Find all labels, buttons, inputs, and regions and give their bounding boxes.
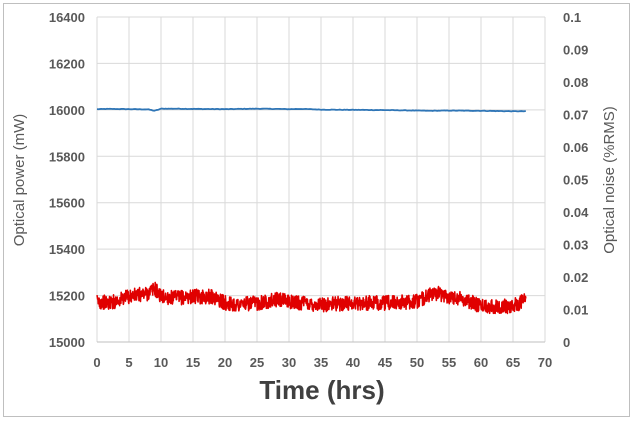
optical-power-series (96, 107, 526, 113)
x-tick-label: 35 (314, 355, 328, 370)
y-right-tick-labels: 0 0.01 0.02 0.03 0.04 0.05 0.06 0.07 0.08 0.09 0.1 (563, 10, 589, 350)
y-right-tick-label: 0.02 (563, 270, 588, 285)
x-tick-label: 5 (125, 355, 132, 370)
y-left-axis-title: Optical power (mW) (11, 114, 28, 247)
y-left-tick-label: 15400 (49, 242, 85, 257)
y-right-tick-label: 0.08 (563, 75, 588, 90)
x-tick-label: 20 (218, 355, 232, 370)
x-tick-labels: 0 5 10 15 20 25 30 35 40 45 50 55 60 65 70 (93, 355, 552, 370)
y-right-tick-label: 0.06 (563, 140, 588, 155)
x-tick-label: 0 (93, 355, 100, 370)
optical-noise-series (96, 281, 527, 315)
y-left-tick-labels: 15000 15200 15400 15600 15800 16000 16200 16400 (49, 10, 85, 350)
chart-frame (3, 3, 630, 417)
y-left-tick-label: 15800 (49, 149, 85, 164)
x-tick-label: 60 (474, 355, 488, 370)
x-tick-label: 40 (346, 355, 360, 370)
y-right-tick-label: 0.03 (563, 238, 588, 253)
x-tick-label: 25 (250, 355, 264, 370)
x-tick-label: 55 (442, 355, 456, 370)
grid (96, 16, 546, 343)
x-tick-label: 15 (186, 355, 200, 370)
x-tick-label: 10 (154, 355, 168, 370)
x-tick-label: 30 (282, 355, 296, 370)
y-right-axis-title: Optical noise (%RMS) (601, 106, 618, 254)
x-tick-label: 50 (410, 355, 424, 370)
y-right-tick-label: 0.1 (563, 10, 581, 25)
y-left-tick-label: 16200 (49, 56, 85, 71)
x-tick-label: 70 (538, 355, 552, 370)
y-left-tick-label: 16400 (49, 10, 85, 25)
series-lines (96, 107, 527, 315)
y-right-tick-label: 0.09 (563, 43, 588, 58)
x-tick-label: 65 (506, 355, 520, 370)
y-left-tick-label: 16000 (49, 103, 85, 118)
x-tick-label: 45 (378, 355, 392, 370)
y-right-tick-label: 0.04 (563, 205, 589, 220)
y-right-tick-label: 0.05 (563, 173, 588, 188)
y-left-tick-label: 15600 (49, 196, 85, 211)
y-right-tick-label: 0 (563, 335, 570, 350)
x-axis-title: Time (hrs) (259, 375, 384, 405)
y-right-tick-label: 0.07 (563, 108, 588, 123)
y-left-tick-label: 15200 (49, 289, 85, 304)
y-right-tick-label: 0.01 (563, 303, 588, 318)
y-left-tick-label: 15000 (49, 335, 85, 350)
